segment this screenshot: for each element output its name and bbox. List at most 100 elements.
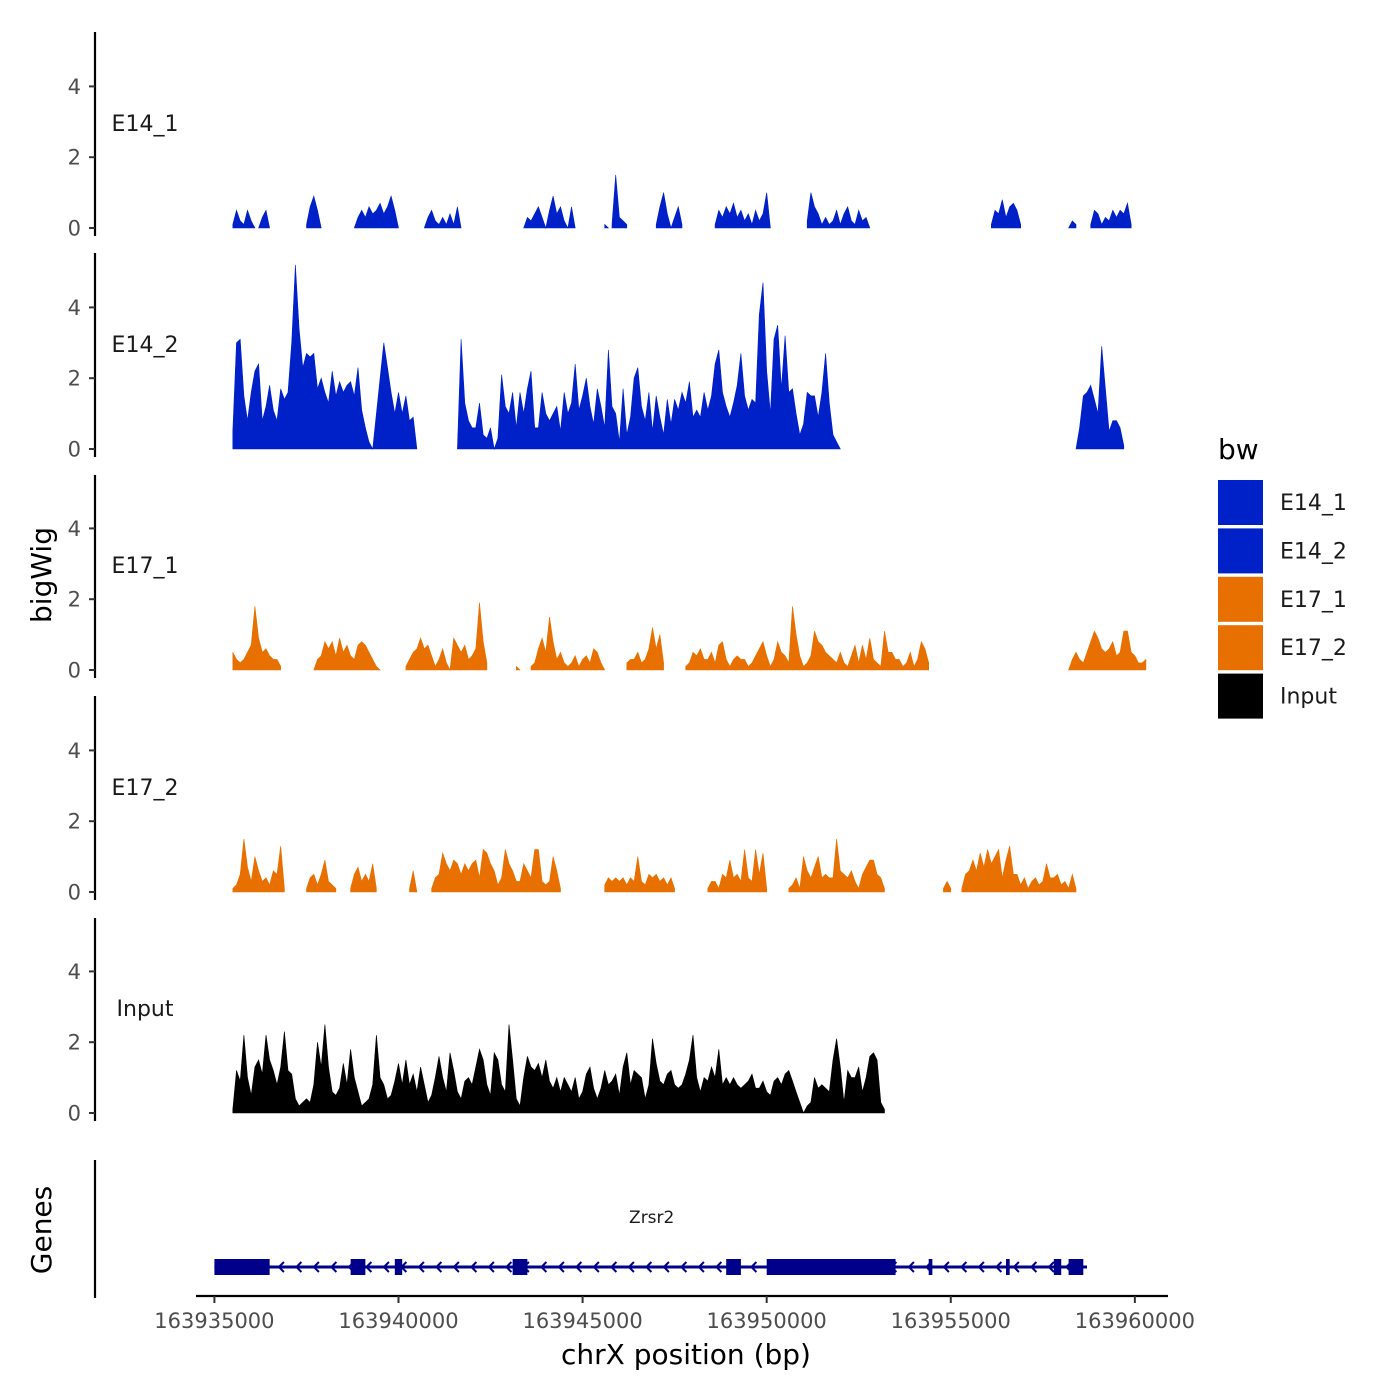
signal-area-e17-2-8 (943, 880, 952, 893)
strand-arrow (487, 1261, 495, 1273)
y-tick-label-e14-1-4: 4 (68, 75, 81, 99)
signal-area-e17-1-4 (530, 616, 606, 671)
signal-area-e14-2-1 (457, 282, 841, 451)
strand-arrow (907, 1261, 915, 1273)
legend-swatch-e14-2 (1218, 528, 1263, 574)
signal-area-e14-2-2 (1075, 346, 1125, 450)
x-axis: 163935000 163940000 163945000 163950000 1639… (154, 1294, 1195, 1333)
x-tick-label-163955000: 163955000 (891, 1309, 1011, 1333)
exon-7 (928, 1259, 933, 1275)
strand-arrow (959, 1261, 968, 1273)
track-e14-2: 0 2 4 E14_2 (68, 253, 1125, 462)
signal-area-e17-2-5 (604, 856, 675, 893)
strand-arrow (592, 1261, 600, 1273)
y-tick-label-e14-2-4: 4 (68, 296, 81, 320)
y-tick-label-input-2: 2 (68, 1031, 81, 1055)
track-label-input: Input (117, 997, 174, 1022)
y-tick-label-e14-2-2: 2 (68, 367, 81, 391)
x-tick-label-163940000: 163940000 (338, 1309, 458, 1333)
exon-9 (1053, 1259, 1062, 1275)
strand-arrow (539, 1261, 548, 1273)
strand-arrow (434, 1261, 443, 1273)
signal-area-e17-1-6 (685, 606, 929, 671)
x-axis-title: chrX position (bp) (561, 1338, 811, 1371)
signal-area-e17-1-7 (1068, 630, 1147, 671)
strand-arrow (697, 1261, 705, 1273)
strand-arrow (557, 1261, 565, 1273)
legend: bw E14_1 E14_2 E17_1 E17_2 Input (1218, 433, 1347, 719)
track-label-e14-2: E14_2 (112, 333, 179, 358)
strand-arrow (277, 1261, 285, 1273)
signal-area-e14-1-0 (232, 209, 256, 229)
legend-label-e17-1: E17_1 (1280, 588, 1347, 613)
strand-arrow (294, 1261, 303, 1273)
signal-area-e17-1-0 (232, 606, 281, 671)
signal-area-e17-1-3 (516, 665, 521, 671)
strand-arrow (679, 1261, 688, 1273)
track-e17-1: 0 2 4 E17_1 (68, 475, 1147, 683)
x-tick-label-163960000: 163960000 (1075, 1309, 1195, 1333)
legend-label-e14-1: E14_1 (1280, 491, 1347, 516)
exon-3 (394, 1259, 403, 1275)
strand-arrow (452, 1261, 460, 1273)
strand-arrow (504, 1261, 513, 1273)
signal-area-e14-1-3 (353, 195, 399, 229)
x-tick-label-163935000: 163935000 (154, 1309, 274, 1333)
signal-area-e14-1-6 (604, 223, 610, 229)
strand-arrow (417, 1261, 425, 1273)
track-e14-1: 0 2 4 E14_1 (68, 32, 1132, 241)
x-tick-label-163950000: 163950000 (707, 1309, 827, 1333)
legend-swatch-e17-1 (1218, 576, 1263, 622)
exon-2 (350, 1259, 366, 1275)
strand-arrow (312, 1261, 320, 1273)
y-tick-label-input-4: 4 (68, 960, 81, 984)
strand-arrow (609, 1261, 618, 1273)
track-label-e17-2: E17_2 (112, 776, 179, 801)
strand-arrow (574, 1261, 583, 1273)
track-input: 0 2 4 Input (68, 918, 885, 1126)
signal-area-e17-2-1 (306, 860, 337, 893)
signal-area-e17-1-2 (405, 602, 488, 672)
strand-arrow (749, 1261, 758, 1273)
strand-arrow (329, 1261, 338, 1273)
track-e17-2: 0 2 4 E17_2 (68, 696, 1077, 905)
y-tick-label-e17-2-0: 0 (68, 881, 81, 905)
strand-arrow (942, 1261, 950, 1273)
exon-8 (1006, 1259, 1010, 1275)
signal-area-e14-1-7 (611, 174, 628, 229)
legend-title: bw (1218, 433, 1259, 466)
strand-arrow (994, 1261, 1003, 1273)
signal-area-e17-2-6 (707, 849, 767, 893)
y-tick-label-e17-2-2: 2 (68, 810, 81, 834)
strand-arrow (364, 1261, 373, 1273)
signal-area-e14-1-12 (1068, 220, 1077, 229)
signal-area-e14-1-10 (806, 192, 871, 229)
strand-arrow (644, 1261, 653, 1273)
signal-area-e17-2-0 (232, 838, 285, 893)
y-tick-label-e14-1-0: 0 (68, 217, 81, 241)
y-tick-label-e17-1-0: 0 (68, 659, 81, 683)
signal-area-e17-2-3 (409, 870, 418, 893)
strand-arrow (469, 1261, 478, 1273)
track-label-e17-1: E17_1 (112, 554, 179, 579)
legend-label-e14-2: E14_2 (1280, 539, 1347, 564)
y-tick-label-e17-2-4: 4 (68, 739, 81, 763)
legend-swatch-e17-2 (1218, 625, 1263, 671)
strand-arrow (382, 1261, 390, 1273)
strand-arrow (1012, 1261, 1020, 1273)
signal-area-e17-2-9 (961, 845, 1077, 893)
signal-area-e14-1-1 (258, 209, 270, 229)
strand-arrow (1029, 1261, 1038, 1273)
strand-arrow (714, 1261, 723, 1273)
legend-label-e17-2: E17_2 (1280, 636, 1347, 661)
signal-area-e17-1-5 (626, 627, 664, 671)
signal-area-e14-1-13 (1090, 202, 1132, 229)
y-tick-label-e14-2-0: 0 (68, 438, 81, 462)
y-tick-label-e14-1-2: 2 (68, 146, 81, 170)
signal-area-e17-2-2 (350, 863, 377, 893)
signal-area-e14-1-2 (306, 195, 322, 229)
gene-name-label: Zrsr2 (629, 1208, 674, 1228)
y-tick-label-input-0: 0 (68, 1102, 81, 1126)
signal-area-e14-1-5 (523, 196, 576, 230)
